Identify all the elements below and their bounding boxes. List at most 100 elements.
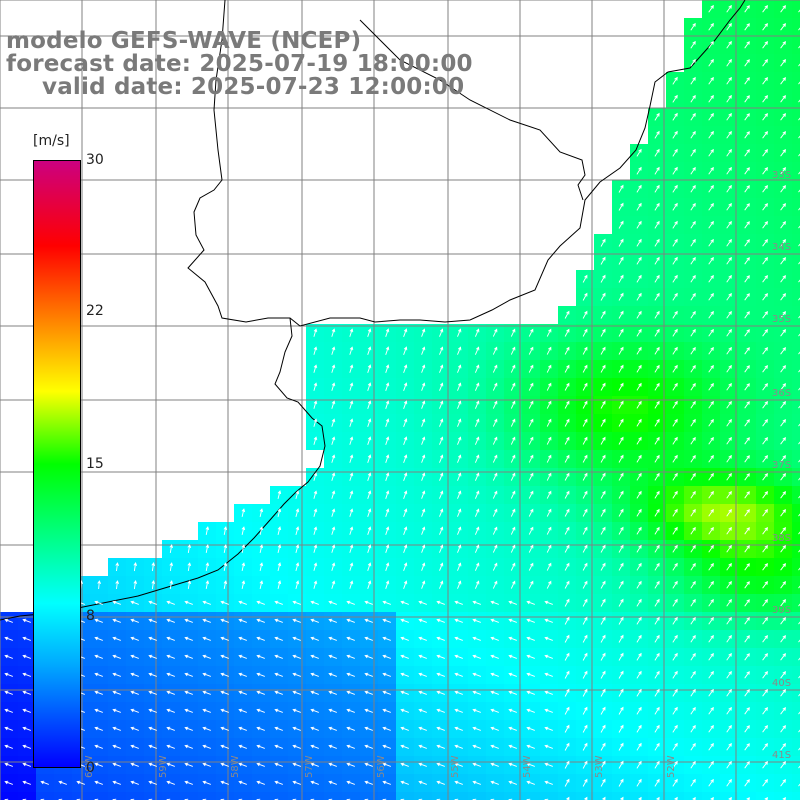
title-model: modelo GEFS-WAVE (NCEP): [6, 28, 362, 54]
wind-arrow: [582, 634, 588, 643]
wind-arrow: [472, 654, 481, 659]
wind-cell: [612, 792, 630, 800]
wind-arrow: [600, 706, 606, 715]
wind-arrow: [798, 351, 800, 355]
wind-arrow: [241, 508, 246, 518]
wind-arrow: [385, 454, 390, 463]
wind-arrow: [115, 562, 120, 572]
wind-arrow: [798, 99, 800, 103]
wind-arrow: [636, 418, 642, 427]
wind-arrow: [744, 599, 750, 607]
longitude-labels: 60W 59W 58W 57W 56W 55W 54W 53W 52W: [84, 755, 677, 778]
wind-arrow: [238, 654, 247, 659]
wind-arrow: [726, 688, 732, 697]
wind-arrow: [421, 454, 426, 463]
wind-arrow: [313, 544, 318, 553]
wind-arrow: [726, 580, 732, 589]
wind-arrow: [744, 455, 750, 463]
wind-cell: [684, 792, 702, 800]
wind-arrow: [726, 364, 732, 373]
wind-arrow: [762, 455, 768, 463]
wind-arrow: [726, 436, 732, 445]
wind-arrow: [313, 436, 318, 445]
wind-arrow: [313, 490, 318, 499]
wind-arrow: [672, 202, 678, 211]
wind-arrow: [382, 654, 391, 659]
wind-arrow: [439, 346, 444, 355]
wind-arrow: [436, 708, 445, 713]
wind-arrow: [780, 203, 786, 211]
wind-arrow: [636, 508, 642, 517]
wind-arrow: [798, 117, 800, 121]
coastline-uruguay: [187, 0, 746, 327]
wind-arrow: [798, 549, 800, 553]
wind-arrow: [492, 562, 498, 571]
wind-arrow: [762, 311, 768, 319]
wind-arrow: [618, 526, 624, 535]
wind-arrow: [672, 598, 678, 607]
wind-arrow: [654, 688, 660, 697]
wind-arrow: [22, 654, 31, 659]
wind-arrow: [364, 726, 373, 731]
wind-arrow: [600, 400, 606, 409]
wind-arrow: [277, 562, 282, 572]
wind-arrow: [474, 382, 480, 391]
wind-arrow: [780, 779, 786, 787]
wind-arrow: [690, 454, 696, 463]
wind-arrow: [654, 616, 660, 625]
wind-arrow: [400, 690, 409, 695]
wind-arrow: [364, 780, 373, 785]
wind-arrow: [546, 580, 552, 589]
wind-arrow: [436, 672, 445, 677]
wind-arrow: [403, 490, 408, 499]
wind-arrow: [510, 346, 516, 355]
wind-arrow: [726, 544, 732, 553]
wind-arrow: [130, 618, 139, 623]
wind-arrow: [636, 220, 642, 229]
wind-arrow: [762, 437, 768, 445]
wind-arrow: [510, 454, 516, 463]
wind-cell: [126, 792, 144, 800]
wind-arrow: [726, 778, 732, 787]
wind-arrow: [184, 726, 193, 731]
wind-arrow: [672, 382, 678, 391]
wind-arrow: [187, 562, 192, 571]
wind-arrow: [4, 636, 13, 641]
wind-cell: [396, 792, 414, 800]
wind-arrow: [618, 292, 624, 301]
wind-arrow: [292, 672, 301, 677]
wind-arrow: [744, 95, 750, 103]
wind-arrow: [313, 526, 318, 535]
wind-arrow: [346, 726, 355, 731]
wind-arrow: [439, 454, 444, 463]
wind-cell: [792, 648, 800, 666]
wind-arrow: [166, 654, 175, 659]
wind-arrow: [780, 257, 786, 265]
wind-arrow: [205, 562, 210, 571]
wind-arrow: [94, 708, 103, 713]
wind-arrow: [130, 744, 139, 749]
wind-arrow: [780, 473, 786, 481]
wind-arrow: [636, 310, 642, 319]
wind-arrow: [726, 418, 732, 427]
wind-arrow: [382, 600, 391, 605]
wind-arrow: [331, 328, 336, 337]
wind-arrow: [238, 618, 247, 623]
wind-arrow: [708, 544, 714, 553]
wind-arrow: [762, 113, 768, 121]
wind-arrow: [472, 762, 481, 767]
wind-arrow: [582, 580, 588, 589]
wind-arrow: [798, 153, 800, 157]
wind-arrow: [490, 708, 499, 713]
wind-arrow: [636, 238, 642, 247]
wind-arrow: [690, 220, 696, 229]
wind-arrow: [762, 293, 768, 301]
wind-arrow: [600, 616, 606, 625]
wind-arrow: [726, 166, 732, 175]
wind-arrow: [382, 636, 391, 641]
wind-arrow: [385, 544, 390, 553]
wind-arrow: [169, 580, 174, 589]
wind-arrow: [762, 509, 768, 517]
wind-arrow: [762, 59, 768, 67]
wind-arrow: [436, 600, 445, 605]
